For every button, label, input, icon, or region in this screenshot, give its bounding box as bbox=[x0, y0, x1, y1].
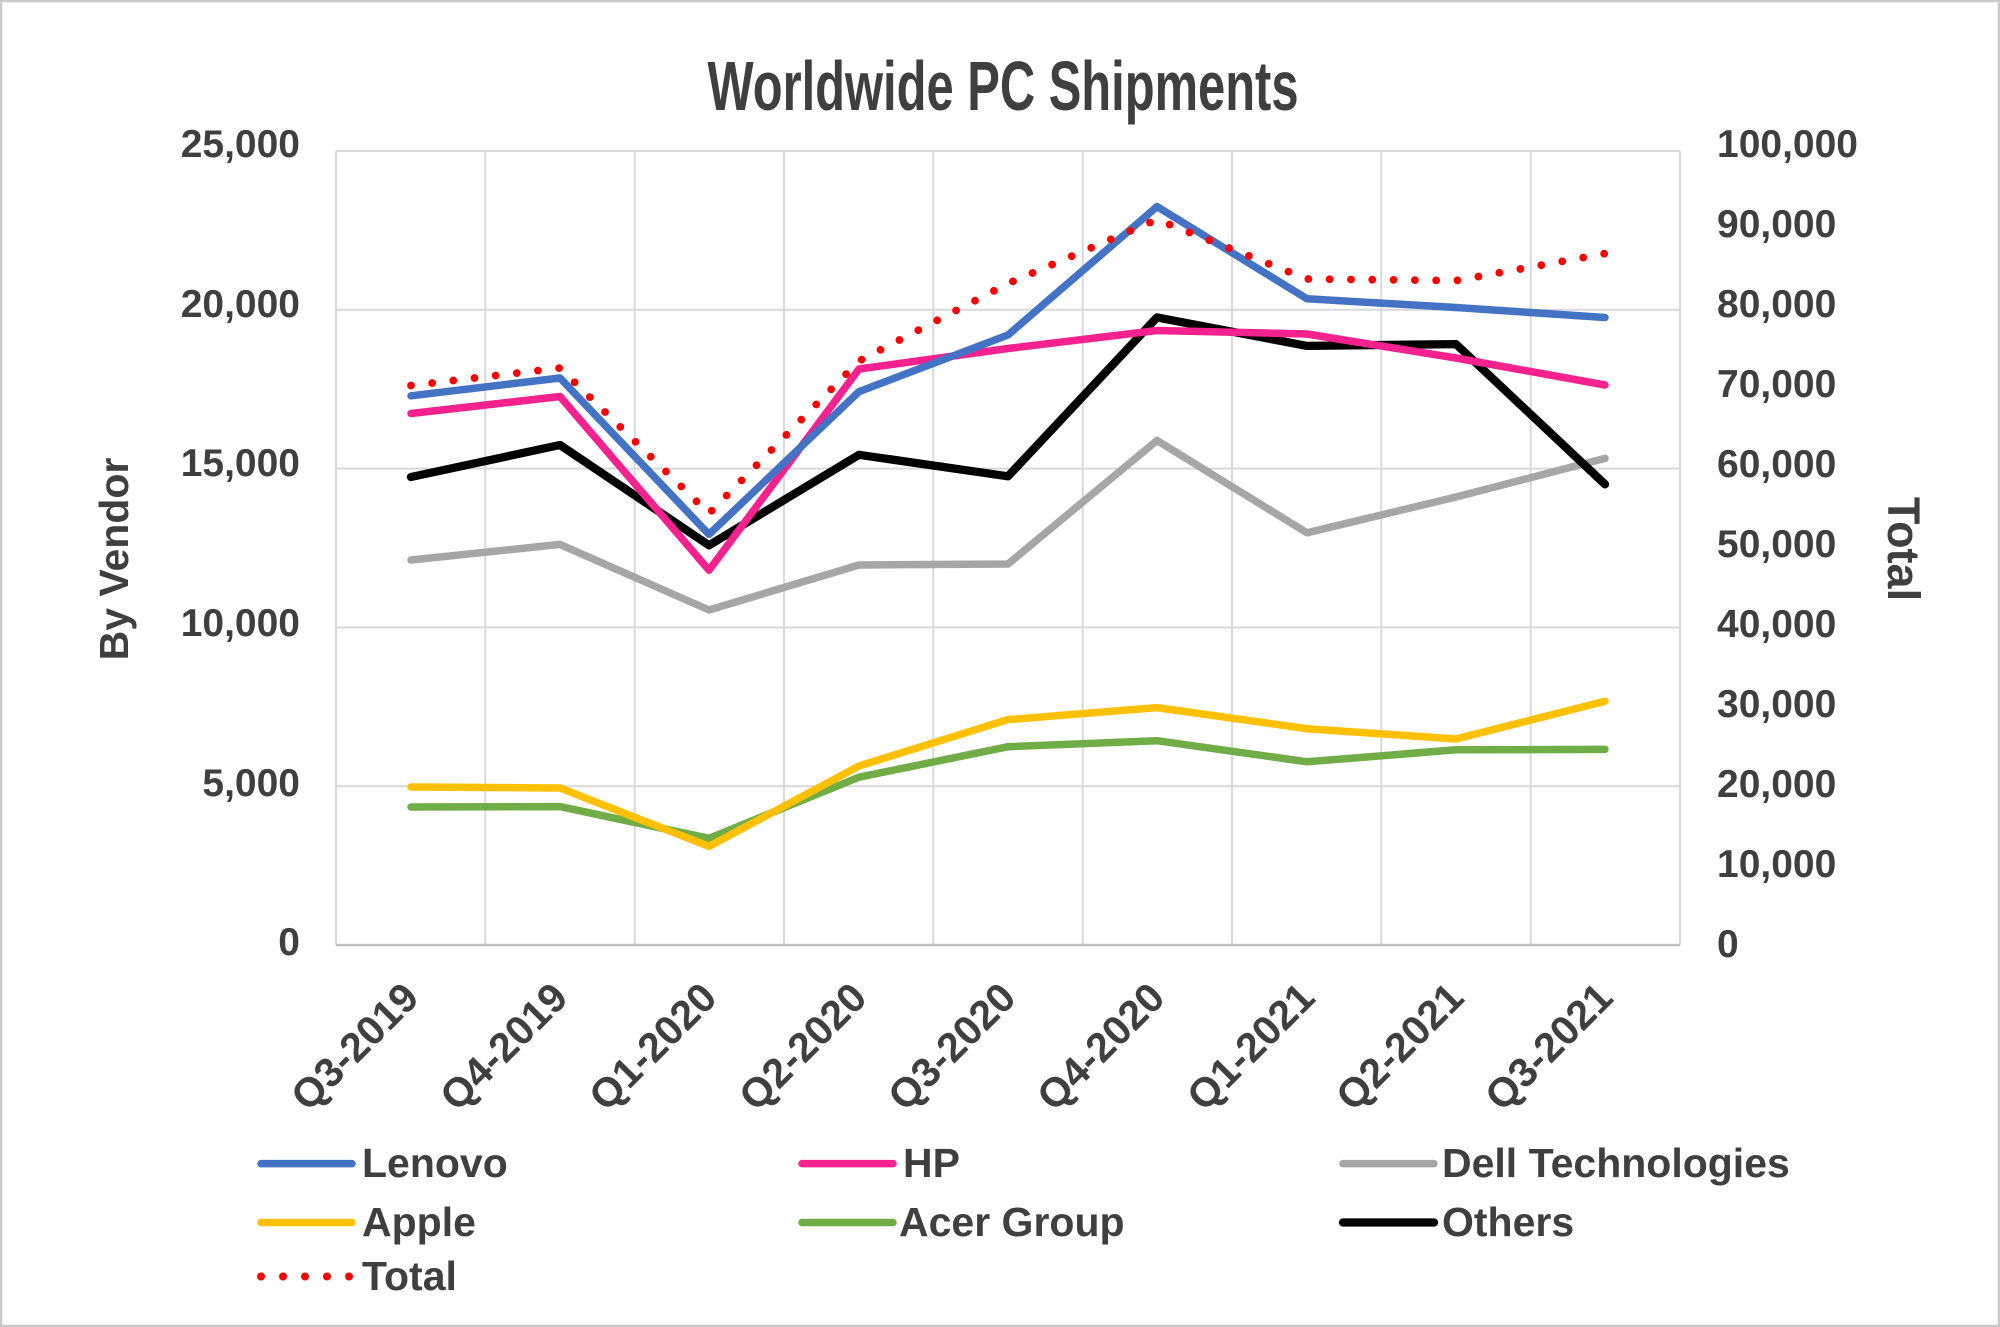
svg-text:10,000: 10,000 bbox=[1717, 843, 1836, 886]
svg-text:0: 0 bbox=[278, 921, 300, 964]
svg-text:40,000: 40,000 bbox=[1717, 603, 1836, 646]
svg-text:Worldwide PC Shipments: Worldwide PC Shipments bbox=[708, 47, 1299, 125]
svg-text:80,000: 80,000 bbox=[1717, 283, 1836, 326]
svg-text:100,000: 100,000 bbox=[1717, 123, 1858, 166]
svg-text:20,000: 20,000 bbox=[181, 283, 300, 326]
svg-text:70,000: 70,000 bbox=[1717, 363, 1836, 406]
svg-text:By Vendor: By Vendor bbox=[91, 458, 137, 661]
svg-text:0: 0 bbox=[1717, 923, 1739, 966]
svg-text:Total: Total bbox=[1878, 497, 1929, 601]
svg-text:Lenovo: Lenovo bbox=[362, 1140, 508, 1186]
svg-text:25,000: 25,000 bbox=[181, 123, 300, 166]
svg-text:Total: Total bbox=[362, 1253, 457, 1299]
svg-text:Others: Others bbox=[1442, 1199, 1574, 1245]
svg-text:60,000: 60,000 bbox=[1717, 443, 1836, 486]
svg-text:50,000: 50,000 bbox=[1717, 523, 1836, 566]
svg-text:5,000: 5,000 bbox=[202, 762, 300, 805]
svg-text:90,000: 90,000 bbox=[1717, 203, 1836, 246]
svg-text:15,000: 15,000 bbox=[181, 442, 300, 485]
svg-text:30,000: 30,000 bbox=[1717, 683, 1836, 726]
svg-text:10,000: 10,000 bbox=[181, 602, 300, 645]
svg-text:Dell Technologies: Dell Technologies bbox=[1442, 1140, 1790, 1186]
svg-text:Acer Group: Acer Group bbox=[899, 1199, 1125, 1245]
svg-text:HP: HP bbox=[903, 1140, 960, 1186]
svg-text:20,000: 20,000 bbox=[1717, 763, 1836, 806]
svg-text:Apple: Apple bbox=[362, 1199, 476, 1245]
